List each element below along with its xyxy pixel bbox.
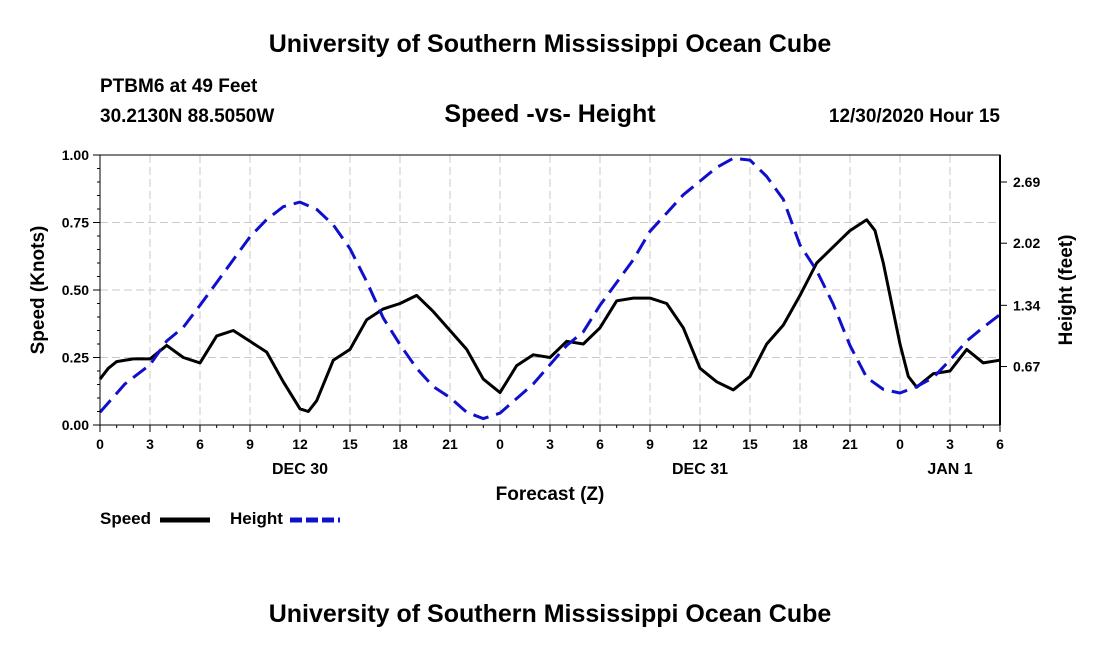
grid — [100, 155, 1000, 425]
x-tick-label: 0 — [896, 436, 904, 452]
x-tick-label: 21 — [442, 436, 458, 452]
legend-label: Height — [230, 509, 283, 528]
y-tick-label: 0.50 — [62, 282, 89, 298]
x-tick-label: 15 — [742, 436, 758, 452]
x-tick-label: 18 — [392, 436, 408, 452]
x-tick-label: 18 — [792, 436, 808, 452]
x-tick-label: 3 — [546, 436, 554, 452]
x-tick-label: 6 — [196, 436, 204, 452]
x-tick-label: 0 — [96, 436, 104, 452]
day-label: JAN 1 — [927, 461, 972, 478]
ticks-layer: 0 3 6 9 12 15 18 21 0 3 6 9 12 15 18 21 0 3 6 DEC 30 DEC 31 J… — [62, 147, 1041, 478]
y2-tick-label: 1.34 — [1013, 297, 1040, 313]
speed-series-line — [98, 218, 1001, 413]
chart-title: Speed -vs- Height — [444, 100, 656, 128]
y-axis-title: Speed (Knots) — [28, 226, 49, 355]
y-tick-label: 0.75 — [62, 215, 89, 231]
coordinates-label: 30.2130N 88.5050W — [100, 106, 275, 127]
x-tick-label: 9 — [646, 436, 654, 452]
day-label: DEC 30 — [272, 461, 328, 478]
x-tick-label: 6 — [596, 436, 604, 452]
x-tick-label: 12 — [692, 436, 708, 452]
y-tick-label: 0.25 — [62, 350, 89, 366]
x-tick-label: 6 — [996, 436, 1004, 452]
height-series-line — [98, 156, 1001, 421]
page-title: University of Southern Mississippi Ocean… — [268, 30, 832, 58]
x-tick-label: 9 — [246, 436, 254, 452]
y2-tick-label: 2.02 — [1013, 235, 1040, 251]
x-tick-label: 15 — [342, 436, 358, 452]
day-label: DEC 31 — [672, 461, 728, 478]
x-tick-label: 21 — [842, 436, 858, 452]
series-layer — [98, 156, 1001, 421]
y-tick-label: 0.00 — [62, 417, 89, 433]
x-tick-label: 3 — [146, 436, 154, 452]
legend-label: Speed — [100, 509, 151, 528]
y2-tick-label: 0.67 — [1013, 359, 1040, 375]
x-tick-label: 12 — [292, 436, 308, 452]
x-axis-title: Forecast (Z) — [496, 484, 605, 505]
x-tick-label: 0 — [496, 436, 504, 452]
footer-title: University of Southern Mississippi Ocean… — [268, 600, 832, 628]
y2-axis-title: Height (feet) — [1056, 235, 1077, 346]
legend: Speed Height — [100, 509, 340, 528]
station-label: PTBM6 at 49 Feet — [100, 76, 258, 97]
y-tick-label: 1.00 — [62, 147, 89, 163]
y2-tick-label: 2.69 — [1013, 174, 1040, 190]
x-tick-label: 3 — [946, 436, 954, 452]
forecast-datetime: 12/30/2020 Hour 15 — [828, 106, 1000, 127]
